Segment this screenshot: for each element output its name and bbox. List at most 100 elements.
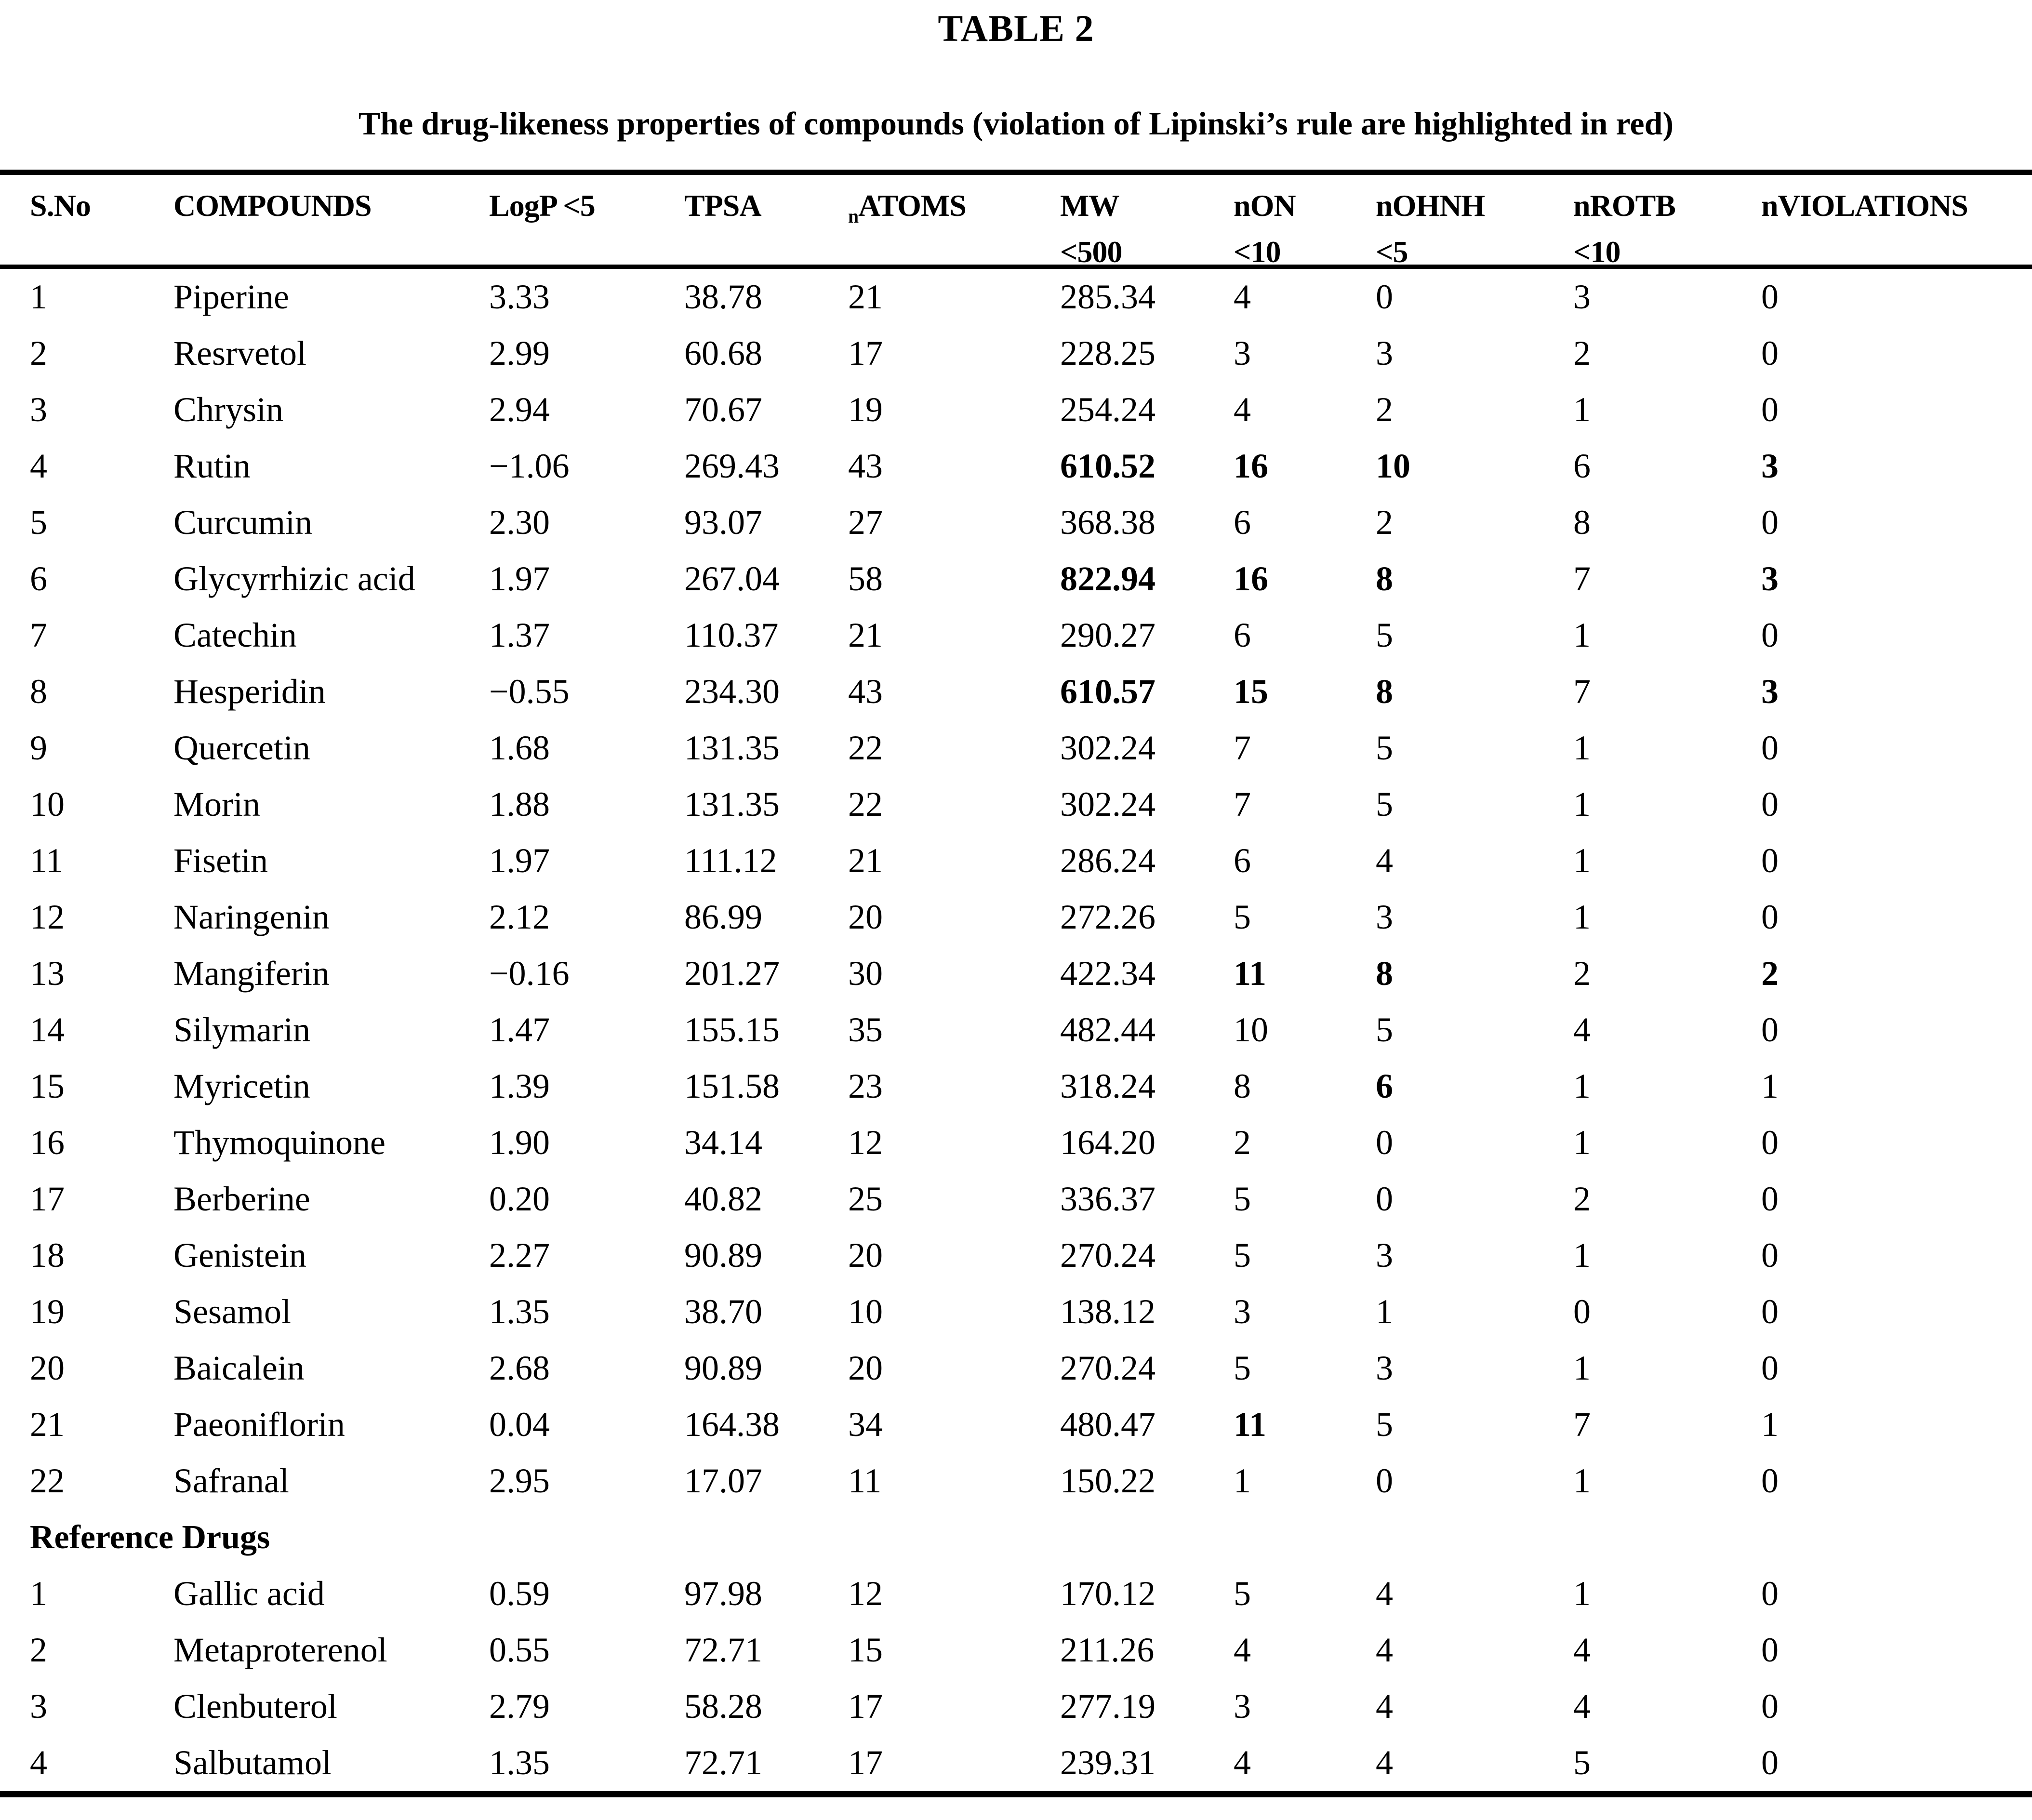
table-cell: 22 — [30, 1461, 65, 1500]
column-header-label: LogP <5 — [489, 188, 596, 223]
table-cell: 482.44 — [1060, 1010, 1155, 1049]
table-cell: Baicalein — [173, 1349, 305, 1387]
table-cell: Salbutamol — [173, 1743, 332, 1782]
table-cell: Myricetin — [173, 1067, 310, 1105]
table-cell: 0 — [1761, 898, 1779, 936]
table-cell: 2 — [1573, 954, 1591, 993]
table-cell: 7 — [1573, 559, 1591, 598]
table-cell: Piperine — [173, 278, 289, 316]
table-cell: 3 — [1234, 1687, 1251, 1726]
table-cell: 16 — [30, 1123, 65, 1162]
table-cell: 2 — [30, 1631, 47, 1669]
table-cell: 1 — [1761, 1067, 1779, 1105]
table-cell: 0 — [1761, 1743, 1779, 1782]
table-cell: 1.68 — [489, 729, 550, 767]
table-cell: 0.20 — [489, 1180, 550, 1218]
table-cell: 211.26 — [1060, 1631, 1155, 1669]
table-cell: 0 — [1761, 278, 1779, 316]
table-cell: 1 — [1573, 841, 1591, 880]
table-cell: 4 — [1234, 1743, 1251, 1782]
table-cell: 2 — [30, 334, 47, 372]
table-cell: 5 — [1234, 1574, 1251, 1613]
table-cell: 5 — [1234, 1236, 1251, 1275]
table-cell: Rutin — [173, 447, 251, 485]
table-cell: 0 — [1761, 841, 1779, 880]
table-cell: 0 — [1761, 1574, 1779, 1613]
table-cell-violation: 8 — [1376, 559, 1393, 598]
table-cell: 60.68 — [684, 334, 762, 372]
table-cell: 7 — [1234, 729, 1251, 767]
table-cell: 0 — [1761, 1631, 1779, 1669]
column-header-compound: COMPOUNDS — [173, 175, 489, 269]
column-header-sno: S.No — [0, 175, 173, 269]
table-cell: 0 — [1761, 729, 1779, 767]
table-cell: 234.30 — [684, 672, 780, 711]
table-cell: 1 — [1573, 1461, 1591, 1500]
table-cell: 3 — [1376, 898, 1393, 936]
table-cell: 10 — [30, 785, 65, 824]
drug-likeness-table: S.No COMPOUNDS LogP <5 TPSA nATOMS MW <500 nON <… — [0, 170, 2032, 1797]
table-cell: −0.55 — [489, 672, 570, 711]
table-cell: 70.67 — [684, 390, 762, 429]
table-cell: 20 — [848, 1236, 883, 1275]
column-header-nrotb: nROTB <10 — [1573, 175, 1761, 269]
table-cell: 1.97 — [489, 559, 550, 598]
table-cell: Curcumin — [173, 503, 312, 542]
table-cell: 21 — [848, 616, 883, 654]
table-cell: 1 — [1573, 1574, 1591, 1613]
table-cell: Chrysin — [173, 390, 284, 429]
table-cell-violation: 16 — [1234, 559, 1268, 598]
table-cell: 277.19 — [1060, 1687, 1155, 1726]
table-cell: 254.24 — [1060, 390, 1155, 429]
table-cell: 0 — [1761, 1123, 1779, 1162]
table-cell: 2.12 — [489, 898, 550, 936]
table-cell: 336.37 — [1060, 1180, 1155, 1218]
table-cell: Metaproterenol — [173, 1631, 387, 1669]
table-cell: 138.12 — [1060, 1292, 1155, 1331]
table-cell: 34.14 — [684, 1123, 762, 1162]
table-cell: 20 — [848, 898, 883, 936]
table-cell: −1.06 — [489, 447, 570, 485]
column-header-tpsa: TPSA — [684, 175, 848, 269]
table-cell: 10 — [848, 1292, 883, 1331]
table-cell: 0 — [1761, 334, 1779, 372]
table-cell: 1.39 — [489, 1067, 550, 1105]
table-cell: 14 — [30, 1010, 65, 1049]
table-cell: 1.37 — [489, 616, 550, 654]
table-cell: 22 — [848, 785, 883, 824]
table-cell: 0 — [1376, 1180, 1393, 1218]
table-cell: 38.70 — [684, 1292, 762, 1331]
table-cell: 11 — [848, 1461, 882, 1500]
column-header-mw: MW <500 — [1060, 175, 1234, 269]
table-cell: 4 — [1573, 1687, 1591, 1726]
table-cell-violation: 822.94 — [1060, 559, 1155, 598]
table-cell: Catechin — [173, 616, 297, 654]
table-cell: 0 — [1761, 785, 1779, 824]
table-cell: 3 — [1234, 334, 1251, 372]
column-header-label: nVIOLATIONS — [1761, 188, 1968, 223]
table-cell: Thymoquinone — [173, 1123, 385, 1162]
table-cell: 5 — [1376, 1010, 1393, 1049]
table-cell: 58.28 — [684, 1687, 762, 1726]
table-cell-violation: 15 — [1234, 672, 1268, 711]
table-cell: 2.68 — [489, 1349, 550, 1387]
table-cell: 2.99 — [489, 334, 550, 372]
table-cell: 2.27 — [489, 1236, 550, 1275]
table-cell: 5 — [1573, 1743, 1591, 1782]
table-cell: 302.24 — [1060, 729, 1155, 767]
column-header-label: nATOMS — [848, 188, 967, 227]
table-cell: 110.37 — [684, 616, 779, 654]
table-cell-violation: 3 — [1761, 447, 1779, 485]
table-cell: 35 — [848, 1010, 883, 1049]
table-cell: 6 — [1573, 447, 1591, 485]
table-cell: 2 — [1376, 390, 1393, 429]
table-cell-violation: 8 — [1376, 672, 1393, 711]
table-cell: 4 — [1234, 278, 1251, 316]
page-title: TABLE 2 — [938, 7, 1094, 49]
table-cell: 12 — [848, 1574, 883, 1613]
column-header-non: nON <10 — [1234, 175, 1376, 269]
table-cell: 131.35 — [684, 785, 780, 824]
table-cell: Naringenin — [173, 898, 330, 936]
table-cell: Glycyrrhizic acid — [173, 559, 415, 598]
table-cell: 1.47 — [489, 1010, 550, 1049]
